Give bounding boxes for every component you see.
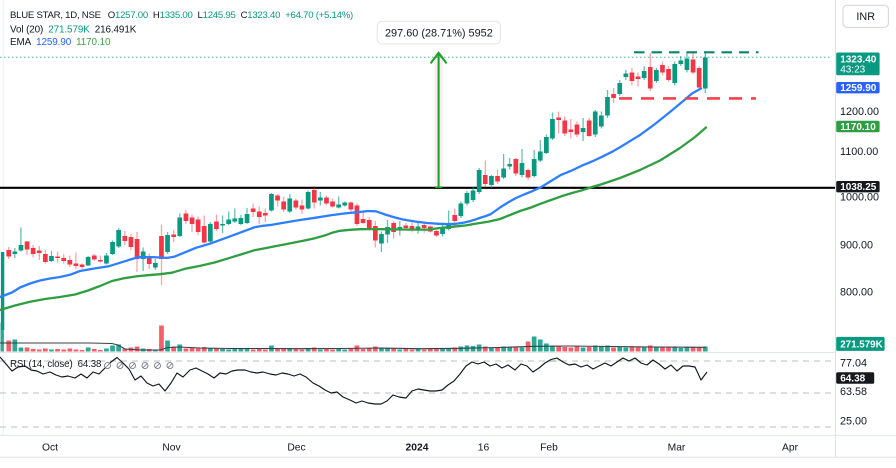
svg-text:25.00: 25.00 [840,416,867,428]
svg-text:Mar: Mar [668,442,686,453]
svg-text:Feb: Feb [540,442,558,453]
svg-text:900.00: 900.00 [840,239,873,251]
svg-text:64.38: 64.38 [840,374,865,385]
svg-text:800.00: 800.00 [840,287,873,299]
svg-text:1038.25: 1038.25 [840,182,877,193]
svg-text:1200.00: 1200.00 [840,106,879,118]
svg-text:Oct: Oct [42,442,58,453]
svg-text:Apr: Apr [782,442,799,453]
svg-text:Dec: Dec [287,442,305,453]
svg-text:63.58: 63.58 [840,386,867,398]
svg-text:297.60 (28.71%) 5952: 297.60 (28.71%) 5952 [385,28,493,40]
svg-text:1323.40: 1323.40 [840,54,877,65]
svg-text:1100.00: 1100.00 [840,146,878,158]
svg-text:RSI (14, close)64.38: RSI (14, close)64.38 [10,359,101,370]
svg-text:271.579K: 271.579K [840,339,883,350]
svg-text:Nov: Nov [162,442,181,453]
svg-text:77.04: 77.04 [840,358,867,370]
svg-text:43:23: 43:23 [840,65,865,76]
svg-text:16: 16 [478,442,490,453]
svg-text:INR: INR [856,11,875,23]
svg-text:1170.10: 1170.10 [840,122,876,133]
svg-text:1259.90: 1259.90 [840,83,877,94]
svg-text:2024: 2024 [406,442,429,453]
